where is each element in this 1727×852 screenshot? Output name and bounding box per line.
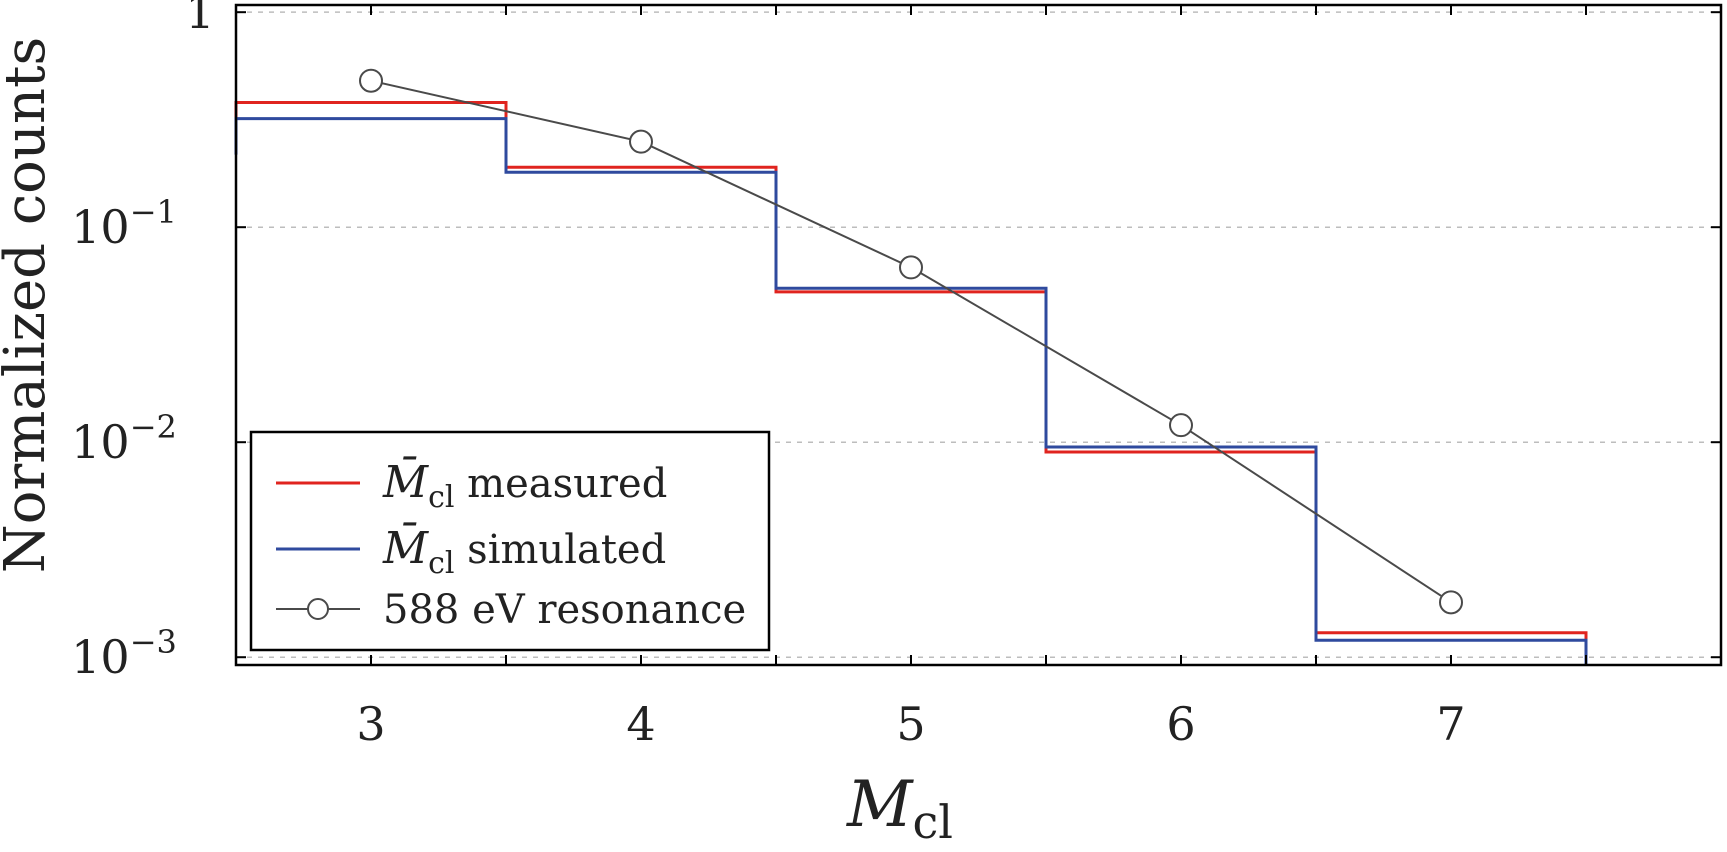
- data-point: [629, 129, 653, 154]
- series-588-ev-resonance: [359, 68, 1463, 615]
- x-tick-label: 3: [356, 697, 385, 751]
- data-point: [1169, 413, 1193, 438]
- x-axis-title: Mcl: [846, 768, 953, 849]
- axis-ticks: 110−110−210−33 4 5 6 7: [71, 0, 1721, 751]
- data-point: [1439, 590, 1463, 615]
- series-measured: [234, 101, 1588, 665]
- series-layer: [234, 68, 1588, 665]
- step-line-measured: [234, 101, 1588, 665]
- legend-label-measured: M̄cl measured: [382, 455, 667, 515]
- y-tick-label-exponent: −3: [130, 623, 177, 661]
- legend-label-measured-main: M̄: [382, 455, 429, 508]
- x-tick-label: 6: [1166, 697, 1195, 751]
- y-tick-label: 10−1: [71, 193, 177, 254]
- legend: M̄cl measured M̄cl simulated 588 eV reso…: [249, 430, 771, 652]
- step-line-simulated: [234, 117, 1588, 665]
- x-axis-title-sub: cl: [913, 795, 953, 849]
- y-tick-label: 1: [185, 0, 214, 39]
- y-tick-label-base: 10: [71, 415, 130, 469]
- legend-label-resonance: 588 eV resonance: [383, 587, 746, 633]
- legend-label-simulated-main: M̄: [382, 521, 429, 574]
- x-tick-label: 4: [626, 697, 655, 751]
- legend-item-resonance: 588 eV resonance: [276, 587, 746, 633]
- x-tick-label: 7: [1436, 697, 1465, 751]
- data-point: [899, 255, 923, 280]
- y-tick-label: 10−3: [71, 623, 177, 684]
- y-tick-label: 10−2: [71, 408, 177, 469]
- legend-marker-resonance: [307, 598, 329, 620]
- legend-item-measured: M̄cl measured: [276, 455, 667, 515]
- legend-box: [249, 430, 771, 652]
- legend-item-simulated: M̄cl simulated: [276, 521, 666, 581]
- legend-label-simulated-rest: simulated: [454, 527, 666, 573]
- legend-label-simulated-sub: cl: [428, 546, 454, 581]
- legend-label-measured-sub: cl: [428, 480, 454, 515]
- y-tick-label-base: 10: [71, 200, 130, 254]
- y-tick-label-exponent: −2: [130, 408, 177, 446]
- series-simulated: [234, 117, 1588, 665]
- data-point: [359, 68, 383, 93]
- plot-frame: [234, 3, 1723, 667]
- x-axis-title-base: M: [846, 768, 914, 842]
- legend-label-resonance-main: 588 eV resonance: [383, 587, 746, 633]
- x-tick-label: 5: [896, 697, 925, 751]
- legend-label-measured-rest: measured: [454, 461, 667, 507]
- legend-label-simulated: M̄cl simulated: [382, 521, 666, 581]
- y-axis-title: Normalized counts: [0, 37, 58, 574]
- y-tick-label-exponent: −1: [130, 193, 177, 231]
- y-tick-label-base: 10: [71, 630, 130, 684]
- y-tick-label-base: 1: [185, 0, 214, 39]
